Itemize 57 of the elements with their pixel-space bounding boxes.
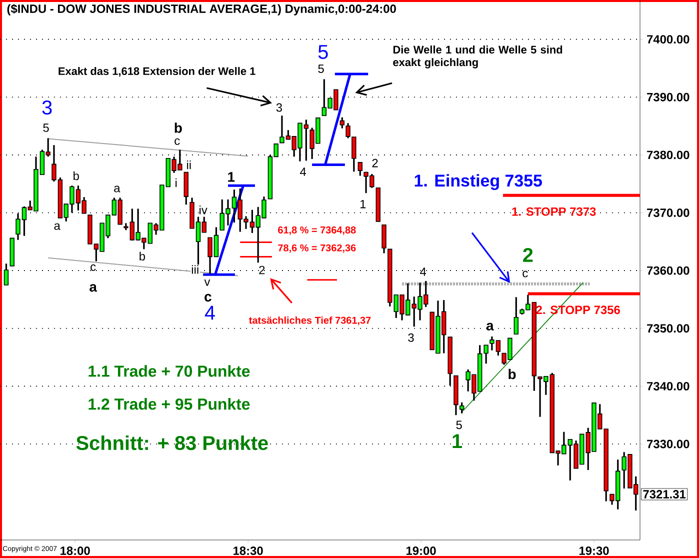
annotation: 1.1 Trade + 70 Punkte bbox=[88, 365, 250, 377]
y-tick-label: 7390.00 bbox=[647, 92, 690, 102]
x-tick-label: 19:30 bbox=[579, 546, 609, 555]
annotation: c bbox=[174, 138, 180, 145]
annotation: 1.2 Trade + 95 Punkte bbox=[88, 398, 250, 410]
annotation: a bbox=[54, 223, 60, 230]
annotation: b bbox=[74, 171, 79, 180]
y-tick-label: 7380.00 bbox=[647, 150, 690, 160]
annotation: c bbox=[204, 294, 212, 302]
y-tick-label: 7370.00 bbox=[647, 208, 690, 217]
annotation: i bbox=[176, 178, 177, 188]
annotation: Die Welle 1 und die Welle 5 sind exakt gleichlang bbox=[393, 46, 562, 68]
x-tick-label: 19:00 bbox=[406, 546, 436, 555]
annotation: v bbox=[204, 280, 210, 286]
annotation: 5 bbox=[456, 420, 462, 430]
y-tick-label: 7400.00 bbox=[647, 35, 690, 44]
annotation: iv bbox=[200, 206, 208, 214]
annotation: tatsächliches Tief 7361,37 bbox=[248, 316, 371, 326]
annotation: 1 bbox=[452, 434, 462, 448]
annotation: 4 bbox=[420, 268, 426, 276]
chart-title: ($INDU - DOW JONES INDUSTRIAL AVERAGE,1) Dynamic,0:00-24:00 bbox=[7, 4, 396, 16]
annotation: b bbox=[174, 122, 182, 133]
annotation: a bbox=[486, 322, 494, 330]
annotation: 61,8 % = 7364,88 bbox=[278, 226, 356, 235]
annotation: 3 bbox=[276, 103, 282, 112]
annotation: iii bbox=[192, 265, 198, 274]
annotation: 2 bbox=[372, 158, 378, 168]
annotation: 5 bbox=[318, 45, 328, 59]
annotation: 1. STOPP 7373 bbox=[512, 207, 596, 216]
annotation: 5 bbox=[318, 64, 324, 73]
annotation: Exakt das 1,618 Extension der Welle 1 bbox=[58, 66, 256, 77]
annotation: 78,6 % = 7362,36 bbox=[278, 244, 356, 253]
annotation: b bbox=[508, 368, 516, 380]
annotation: 7321.31 bbox=[643, 490, 686, 498]
annotation: c bbox=[90, 264, 96, 271]
x-tick-label: 18:00 bbox=[60, 546, 90, 555]
annotation: 1. Einstieg 7355 bbox=[414, 174, 542, 190]
annotation: 2 bbox=[259, 266, 265, 274]
x-tick-label: 18:30 bbox=[234, 546, 263, 555]
annotation: Schnitt: + 83 Punkte bbox=[76, 435, 268, 450]
annotation: 5 bbox=[43, 124, 49, 132]
y-tick-label: 7330.00 bbox=[647, 440, 690, 448]
y-tick-label: 7340.00 bbox=[647, 382, 690, 390]
annotation: 3 bbox=[42, 100, 52, 115]
annotation: 4 bbox=[300, 168, 306, 176]
y-tick-label: 7360.00 bbox=[647, 266, 690, 275]
y-tick-label: 7350.00 bbox=[647, 324, 690, 333]
annotation: a bbox=[114, 186, 120, 192]
annotation: ii bbox=[187, 160, 191, 170]
annotation: 3 bbox=[408, 333, 414, 342]
annotation: c bbox=[522, 270, 528, 278]
annotation: 4 bbox=[204, 306, 215, 320]
annotation: b bbox=[140, 252, 146, 260]
annotation: a bbox=[90, 284, 98, 292]
annotation: 1 bbox=[360, 200, 366, 208]
annotation: 1 bbox=[228, 172, 235, 182]
annotation: 2 bbox=[523, 248, 533, 262]
